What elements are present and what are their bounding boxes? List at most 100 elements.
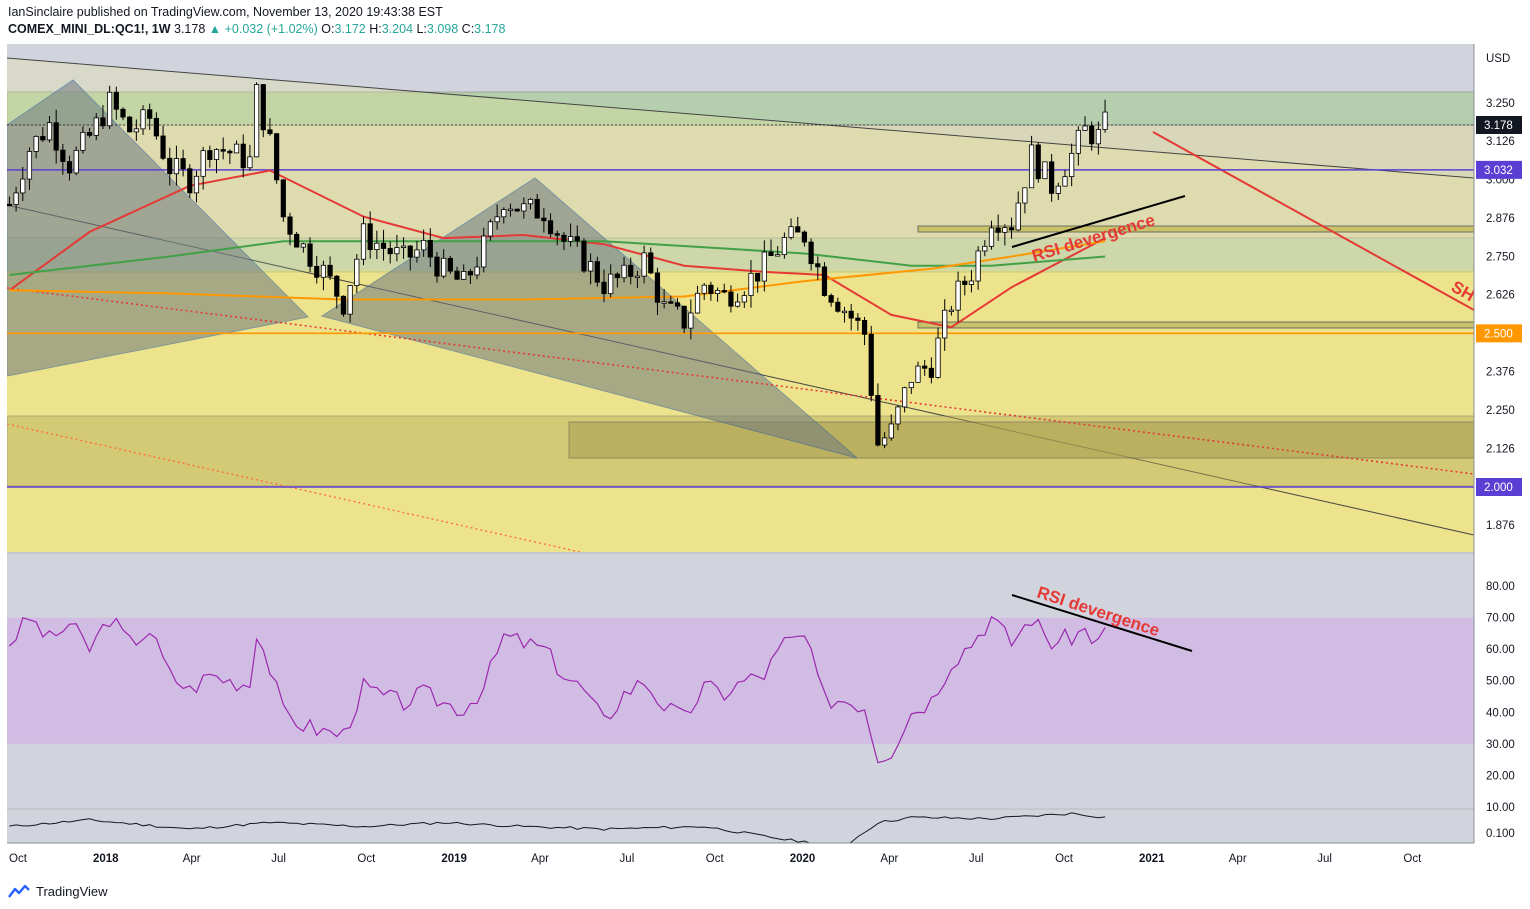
level-badge [1476, 116, 1522, 134]
candle-body [935, 337, 941, 378]
time-tick-label: 2018 [93, 853, 119, 865]
candle-body [267, 129, 273, 135]
tradingview-footer: TradingView [8, 881, 108, 901]
volatility-tick-label: 0.100 [1486, 828, 1515, 840]
candle-body [902, 387, 908, 408]
candle-body [588, 261, 594, 272]
level-label: 2.000 [1484, 482, 1513, 494]
candle-body [781, 237, 787, 256]
candle-body [534, 198, 540, 219]
support-inner-zone [568, 421, 1474, 459]
rsi-tick-label: 80.00 [1486, 581, 1515, 593]
candle-body [447, 257, 453, 272]
candle-body [1062, 176, 1068, 187]
candle-body [294, 233, 300, 248]
candle-body [180, 158, 186, 170]
candle-body [507, 208, 514, 212]
time-tick-label: Jul [969, 853, 984, 865]
candle-body [801, 231, 808, 243]
candle-body [567, 236, 574, 242]
candle-body [127, 116, 133, 133]
candle-body [207, 150, 213, 160]
candle-body [975, 250, 981, 282]
candle-body [327, 264, 333, 277]
candle-body [40, 136, 46, 141]
open-label: O: [321, 22, 335, 36]
time-tick-label: Oct [1403, 853, 1422, 865]
ema-line [9, 240, 1106, 301]
candle-body [501, 209, 507, 218]
candle-body [868, 333, 874, 396]
candle-body [360, 223, 367, 260]
candle-body [1082, 125, 1088, 131]
candle-body [948, 309, 955, 313]
projection-line [1152, 131, 1474, 311]
time-axis[interactable]: Oct 2018 Apr Jul Oct 2019 Apr Jul Oct 2020 Apr Jul O… [9, 853, 1422, 865]
upper-trendline [7, 57, 1474, 179]
dotted-trendline-1 [7, 287, 1474, 475]
candlesticks [7, 82, 1108, 449]
candle-body [955, 280, 961, 311]
candle-body [7, 203, 13, 207]
candle-body [821, 266, 828, 296]
price-tick-label: 2.250 [1486, 405, 1515, 417]
candle-body [701, 284, 707, 294]
time-tick-label: Jul [1317, 853, 1332, 865]
candle-body [995, 227, 1001, 233]
rsi-tick-label: 60.00 [1486, 644, 1515, 656]
up-arrow-icon: ▲ [208, 22, 222, 36]
candle-body [46, 122, 53, 141]
candle-body [641, 252, 647, 277]
candle-body [748, 272, 754, 296]
candle-body [788, 226, 794, 238]
symbol-name[interactable]: COMEX_MINI_DL:QC1!, 1W [8, 22, 171, 36]
candle-body [661, 301, 667, 304]
candle-body [1069, 152, 1075, 178]
low-zone-small [917, 321, 1474, 329]
time-tick-label: Apr [880, 853, 898, 865]
candle-body [881, 437, 888, 446]
candle-body [86, 132, 93, 136]
low-label: L: [416, 22, 427, 36]
candle-body [354, 258, 360, 286]
currency-label: USD [1486, 53, 1510, 65]
candle-body [841, 310, 848, 314]
price-drawings [7, 57, 1474, 552]
candle-body [280, 179, 286, 218]
candle-body [334, 275, 340, 297]
candle-body [300, 243, 306, 248]
resistance-zone [7, 91, 1474, 126]
candle-body [287, 216, 293, 235]
candle-body [628, 264, 634, 277]
candle-body [815, 263, 821, 268]
price-tick-label: 2.876 [1486, 213, 1515, 225]
candle-body [113, 91, 119, 110]
moving-averages [8, 169, 1106, 329]
level-badge [1476, 478, 1522, 496]
candle-body [1055, 185, 1061, 194]
candle-body [53, 122, 59, 151]
candle-body [942, 309, 948, 339]
candle-body [187, 168, 193, 194]
candle-body [521, 203, 527, 212]
price-tick-label: 2.750 [1486, 252, 1515, 264]
candle-body [220, 149, 226, 152]
candle-body [761, 251, 767, 282]
candle-body [1035, 144, 1041, 180]
candle-body [648, 252, 654, 274]
candle-body [654, 272, 661, 303]
candle-body [314, 265, 320, 278]
candle-body [320, 264, 327, 278]
candle-body [367, 223, 373, 251]
candle-body [340, 295, 347, 315]
time-tick-label: 2019 [441, 853, 467, 865]
symbol-line: COMEX_MINI_DL:QC1!, 1W 3.178 ▲ +0.032 (+… [8, 22, 505, 36]
candle-body [247, 156, 253, 169]
candle-body [33, 136, 39, 152]
volatility-pane[interactable] [7, 810, 1474, 843]
candle-body [1008, 227, 1015, 231]
candle-body [988, 227, 995, 247]
candle-body [147, 109, 153, 119]
candle-body [982, 245, 988, 252]
